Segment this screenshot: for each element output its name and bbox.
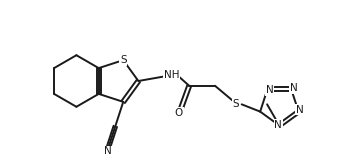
Text: N: N bbox=[290, 83, 298, 93]
Text: S: S bbox=[120, 55, 127, 65]
Text: S: S bbox=[232, 99, 239, 109]
Text: O: O bbox=[175, 108, 183, 118]
Text: N: N bbox=[274, 120, 282, 130]
Text: NH: NH bbox=[164, 69, 179, 80]
Text: N: N bbox=[296, 105, 304, 115]
Text: N: N bbox=[266, 85, 273, 95]
Text: N: N bbox=[104, 146, 112, 156]
